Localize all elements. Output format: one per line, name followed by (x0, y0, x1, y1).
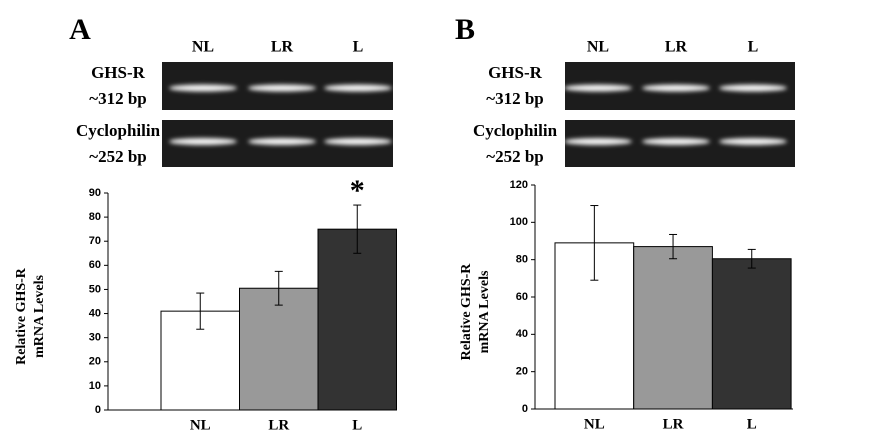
y-tick-label: 120 (510, 179, 528, 191)
x-tick-label: LR (268, 417, 289, 433)
bar (633, 246, 713, 410)
gel-band (324, 84, 392, 92)
bar (239, 287, 319, 411)
lane-label: LR (271, 39, 294, 56)
y-tick-label: 0 (522, 403, 528, 415)
lane-label: LR (665, 39, 688, 56)
x-tick-label: L (747, 416, 757, 432)
lane-label: L (748, 39, 759, 56)
gel-row-size: ~252 bp (486, 147, 544, 166)
y-tick-label: 20 (516, 366, 528, 378)
x-tick-label: LR (663, 416, 684, 432)
gel-band (169, 84, 237, 92)
gel-row-name: GHS-R (488, 63, 543, 82)
gel-band (719, 84, 787, 92)
panel-label: A (69, 13, 91, 46)
gel-row-name: Cyclophilin (76, 121, 161, 140)
y-axis-label: Relative GHS-R (14, 267, 29, 365)
gel-band (719, 138, 787, 145)
gel-band (564, 84, 632, 92)
bar (317, 228, 397, 411)
gel-row-size: ~252 bp (89, 147, 147, 166)
y-tick-label: 0 (95, 404, 101, 416)
gel-band (642, 138, 710, 145)
gel-row-size: ~312 bp (486, 89, 544, 108)
y-tick-label: 90 (89, 187, 101, 199)
x-tick-label: NL (190, 417, 211, 433)
x-tick-label: L (352, 417, 362, 433)
y-tick-label: 20 (89, 356, 101, 368)
y-tick-label: 80 (516, 254, 528, 266)
y-tick-label: 100 (510, 216, 528, 228)
y-tick-label: 60 (516, 291, 528, 303)
gel-row-name: GHS-R (91, 63, 146, 82)
gel-band (564, 138, 632, 145)
y-axis-label: mRNA Levels (32, 275, 47, 358)
lane-label: NL (587, 39, 609, 56)
y-tick-label: 80 (89, 211, 101, 223)
y-tick-label: 40 (89, 307, 101, 319)
y-tick-label: 30 (89, 332, 101, 344)
y-tick-label: 50 (89, 283, 101, 295)
gel-row-name: Cyclophilin (473, 121, 558, 140)
significance-mark: * (350, 174, 365, 207)
y-tick-label: 40 (516, 328, 528, 340)
gel-row-size: ~312 bp (89, 89, 147, 108)
panel-label: B (455, 13, 475, 46)
gel-band (169, 138, 237, 145)
y-tick-label: 10 (89, 380, 101, 392)
y-axis-label: Relative GHS-R (459, 263, 474, 361)
y-axis-label: mRNA Levels (477, 270, 492, 353)
x-tick-label: NL (584, 416, 605, 432)
y-tick-label: 70 (89, 235, 101, 247)
gel-band (642, 84, 710, 92)
gel-band (248, 138, 316, 145)
lane-label: NL (192, 39, 214, 56)
y-tick-label: 60 (89, 259, 101, 271)
lane-label: L (353, 39, 364, 56)
bar (711, 258, 792, 410)
gel-band (324, 138, 392, 145)
gel-band (248, 84, 316, 92)
